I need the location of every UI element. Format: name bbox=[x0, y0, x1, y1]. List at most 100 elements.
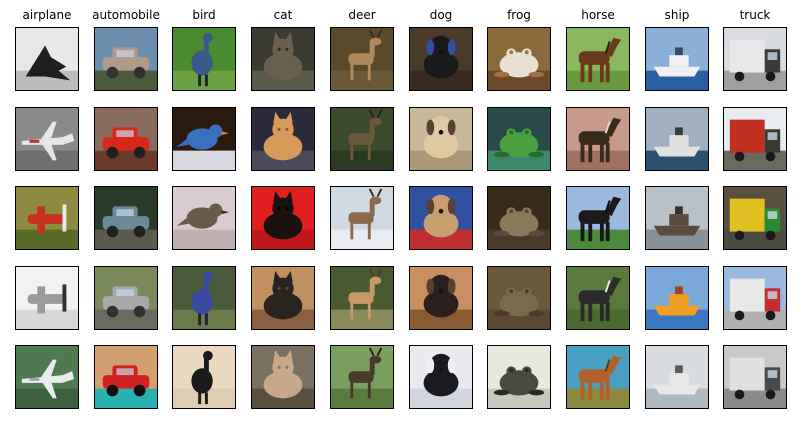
sample-image-cat-3 bbox=[251, 186, 315, 250]
bird-bird-tall-picture bbox=[173, 267, 235, 329]
bird-bird-tall-picture bbox=[173, 346, 235, 408]
sample-image-horse-1 bbox=[566, 27, 630, 91]
sample-image-cat-4 bbox=[251, 266, 315, 330]
frog-frog-picture bbox=[488, 28, 550, 90]
class-label-horse: horse bbox=[581, 8, 615, 22]
deer-deer-picture bbox=[331, 28, 393, 90]
frog-frog-picture bbox=[488, 108, 550, 170]
class-label-frog: frog bbox=[507, 8, 531, 22]
sample-image-bird-1 bbox=[172, 27, 236, 91]
sample-image-deer-2 bbox=[330, 107, 394, 171]
class-label-deer: deer bbox=[348, 8, 376, 22]
dog-dog-picture bbox=[410, 187, 472, 249]
sample-image-bird-2 bbox=[172, 107, 236, 171]
dog-dog-picture bbox=[410, 108, 472, 170]
frog-frog-picture bbox=[488, 187, 550, 249]
deer-deer-picture bbox=[331, 187, 393, 249]
sample-image-bird-5 bbox=[172, 345, 236, 409]
sample-image-dog-3 bbox=[409, 186, 473, 250]
bird-bird-picture bbox=[173, 108, 235, 170]
sample-image-frog-3 bbox=[487, 186, 551, 250]
sample-image-automobile-2 bbox=[94, 107, 158, 171]
automobile-car-picture bbox=[95, 108, 157, 170]
sample-image-cat-2 bbox=[251, 107, 315, 171]
sample-image-truck-5 bbox=[723, 345, 787, 409]
sample-image-deer-3 bbox=[330, 186, 394, 250]
sample-image-deer-4 bbox=[330, 266, 394, 330]
horse-horse-picture bbox=[567, 28, 629, 90]
sample-image-automobile-3 bbox=[94, 186, 158, 250]
airplane-plane-dark-picture bbox=[16, 28, 78, 90]
sample-image-airplane-2 bbox=[15, 107, 79, 171]
ship-ship-picture bbox=[646, 346, 708, 408]
sample-image-bird-3 bbox=[172, 186, 236, 250]
class-label-airplane: airplane bbox=[22, 8, 72, 22]
sample-image-dog-1 bbox=[409, 27, 473, 91]
airplane-plane-jet-picture bbox=[16, 346, 78, 408]
sample-image-automobile-4 bbox=[94, 266, 158, 330]
dog-dog-picture bbox=[410, 28, 472, 90]
bird-bird-tall-picture bbox=[173, 28, 235, 90]
sample-image-dog-4 bbox=[409, 266, 473, 330]
sample-image-ship-3 bbox=[645, 186, 709, 250]
sample-image-truck-2 bbox=[723, 107, 787, 171]
cat-cat-picture bbox=[252, 28, 314, 90]
ship-ship-picture bbox=[646, 267, 708, 329]
ship-ship-picture bbox=[646, 108, 708, 170]
sample-image-deer-5 bbox=[330, 345, 394, 409]
airplane-plane-prop-picture bbox=[16, 187, 78, 249]
automobile-car-picture bbox=[95, 187, 157, 249]
deer-deer-picture bbox=[331, 346, 393, 408]
automobile-car-picture bbox=[95, 346, 157, 408]
sample-image-automobile-5 bbox=[94, 345, 158, 409]
horse-horse-picture bbox=[567, 108, 629, 170]
deer-deer-picture bbox=[331, 267, 393, 329]
deer-deer-picture bbox=[331, 108, 393, 170]
class-label-bird: bird bbox=[192, 8, 216, 22]
bird-bird-picture bbox=[173, 187, 235, 249]
sample-image-ship-1 bbox=[645, 27, 709, 91]
cat-cat-picture bbox=[252, 267, 314, 329]
sample-image-deer-1 bbox=[330, 27, 394, 91]
sample-image-dog-5 bbox=[409, 345, 473, 409]
sample-image-dog-2 bbox=[409, 107, 473, 171]
horse-horse-picture bbox=[567, 346, 629, 408]
sample-image-airplane-1 bbox=[15, 27, 79, 91]
sample-image-truck-3 bbox=[723, 186, 787, 250]
dog-dog-picture bbox=[410, 346, 472, 408]
sample-image-automobile-1 bbox=[94, 27, 158, 91]
truck-truck-picture bbox=[724, 108, 786, 170]
sample-image-horse-3 bbox=[566, 186, 630, 250]
sample-image-horse-4 bbox=[566, 266, 630, 330]
cat-cat-picture bbox=[252, 346, 314, 408]
sample-image-horse-5 bbox=[566, 345, 630, 409]
sample-image-airplane-4 bbox=[15, 266, 79, 330]
sample-image-frog-4 bbox=[487, 266, 551, 330]
sample-image-cat-1 bbox=[251, 27, 315, 91]
sample-image-ship-5 bbox=[645, 345, 709, 409]
class-label-automobile: automobile bbox=[92, 8, 160, 22]
sample-image-truck-1 bbox=[723, 27, 787, 91]
sample-image-frog-5 bbox=[487, 345, 551, 409]
truck-truck-picture bbox=[724, 187, 786, 249]
ship-ship-picture bbox=[646, 187, 708, 249]
automobile-car-picture bbox=[95, 28, 157, 90]
class-label-ship: ship bbox=[664, 8, 690, 22]
sample-image-ship-2 bbox=[645, 107, 709, 171]
sample-image-airplane-3 bbox=[15, 186, 79, 250]
sample-image-horse-2 bbox=[566, 107, 630, 171]
airplane-plane-jet-picture bbox=[16, 108, 78, 170]
class-label-truck: truck bbox=[739, 8, 771, 22]
frog-frog-picture bbox=[488, 346, 550, 408]
frog-frog-picture bbox=[488, 267, 550, 329]
cat-cat-picture bbox=[252, 187, 314, 249]
airplane-plane-prop-picture bbox=[16, 267, 78, 329]
sample-image-frog-2 bbox=[487, 107, 551, 171]
sample-image-airplane-5 bbox=[15, 345, 79, 409]
cat-cat-picture bbox=[252, 108, 314, 170]
truck-truck-picture bbox=[724, 267, 786, 329]
sample-image-cat-5 bbox=[251, 345, 315, 409]
horse-horse-picture bbox=[567, 187, 629, 249]
class-label-dog: dog bbox=[429, 8, 453, 22]
